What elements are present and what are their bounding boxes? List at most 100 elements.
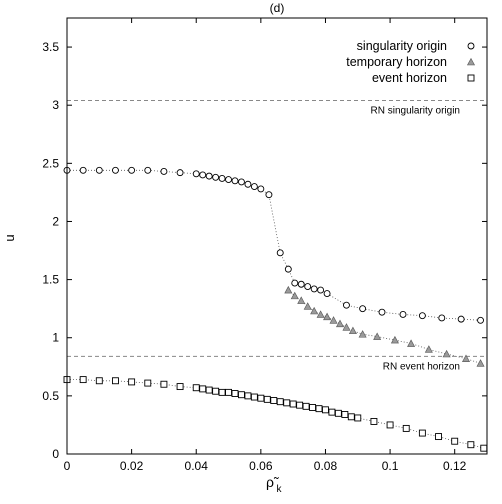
singularity-origin-point — [276, 249, 284, 257]
y-tick-label: 1.5 — [42, 273, 59, 287]
event-horizon-point — [270, 397, 278, 404]
legend-label: temporary horizon — [346, 55, 447, 69]
event-horizon-point — [341, 411, 349, 418]
event-horizon-point — [276, 398, 284, 406]
singularity-origin-point — [231, 177, 239, 185]
event-horizon-point — [296, 401, 304, 409]
event-horizon-point — [402, 424, 410, 432]
singularity-origin-point — [79, 166, 87, 174]
x-tick-label: 0.04 — [185, 459, 209, 473]
temporary-horizon-point — [348, 326, 357, 335]
reference-lines: RN singularity origin RN event horizon — [67, 100, 487, 372]
y-tick-label: 0 — [52, 447, 59, 461]
event-horizon-point — [386, 421, 394, 429]
event-horizon-point — [112, 377, 119, 385]
event-horizon-point — [354, 414, 362, 422]
singularity-origin-point — [144, 166, 152, 174]
series-connector — [288, 289, 481, 364]
singularity-origin-point — [205, 172, 213, 180]
event-horizon-point — [218, 388, 226, 396]
y-axis: 0 0.5 1 1.5 2 2.5 3 3.5 — [42, 40, 487, 461]
temporary-horizon-point — [297, 296, 306, 304]
x-tick-label: 0.08 — [314, 459, 338, 473]
x-tick-label: 0.1 — [382, 459, 399, 473]
singularity-origin-point — [244, 180, 252, 188]
legend-marker — [467, 42, 475, 50]
event-horizon-point — [257, 394, 265, 402]
temporary-horizon-point — [373, 332, 382, 340]
data-markers — [63, 166, 488, 452]
legend-label: singularity origin — [357, 39, 447, 53]
singularity-origin-point — [378, 308, 386, 316]
temporary-horizon-point — [303, 302, 312, 310]
event-horizon-point — [322, 406, 329, 414]
singularity-origin-point — [343, 301, 350, 309]
event-horizon-point — [205, 386, 213, 394]
temporary-horizon-point — [342, 323, 351, 331]
x-tick-label: 0.12 — [443, 459, 467, 473]
singularity-origin-point — [297, 280, 305, 288]
plot-frame — [66, 17, 488, 455]
singularity-origin-point — [304, 283, 312, 291]
singularity-origin-point — [317, 286, 325, 294]
singularity-origin-point — [199, 171, 207, 179]
event-horizon-point — [467, 441, 475, 449]
event-horizon-point — [238, 391, 245, 399]
singularity-origin-point — [399, 311, 407, 318]
chart-title: (d) — [270, 1, 285, 15]
event-horizon-point — [244, 392, 252, 400]
temporary-horizon-point — [310, 306, 319, 315]
y-tick-label: 2.5 — [42, 156, 59, 170]
singularity-origin-point — [238, 178, 245, 186]
event-horizon-point — [315, 405, 323, 413]
event-horizon-point — [128, 378, 136, 386]
singularity-origin-point — [323, 290, 331, 298]
event-horizon-point — [418, 429, 426, 437]
event-horizon-point — [95, 377, 103, 385]
singularity-origin-point — [418, 312, 426, 320]
event-horizon-point — [144, 379, 152, 387]
x-tick-label: 0.06 — [249, 459, 273, 473]
singularity-origin-point — [359, 305, 367, 313]
temporary-horizon-point — [284, 285, 293, 294]
singularity-origin-point — [438, 314, 446, 322]
singularity-origin-point — [284, 265, 292, 273]
event-horizon-point — [347, 413, 355, 421]
reference-line-label: RN singularity origin — [371, 106, 460, 117]
singularity-origin-point — [477, 316, 484, 324]
singularity-origin-point — [212, 173, 220, 181]
event-horizon-point — [451, 437, 459, 445]
legend-marker — [467, 74, 475, 82]
y-tick-label: 0.5 — [42, 389, 59, 403]
singularity-origin-point — [310, 285, 318, 293]
event-horizon-point — [212, 387, 220, 395]
temporary-horizon-point — [390, 335, 399, 344]
event-horizon-point — [435, 433, 442, 441]
series-connector — [67, 169, 481, 321]
legend-label: event horizon — [372, 71, 447, 85]
event-horizon-point — [250, 393, 258, 401]
event-horizon-point — [302, 402, 310, 410]
temporary-horizon-point — [316, 310, 325, 318]
x-axis-label: ρ̃ k — [266, 474, 282, 495]
temporary-horizon-point — [476, 359, 485, 367]
legend-marker — [466, 57, 476, 66]
temporary-horizon-point — [442, 349, 451, 358]
event-horizon-point — [79, 376, 87, 384]
y-axis-label: u — [2, 234, 17, 241]
event-horizon-point — [309, 404, 316, 411]
event-horizon-point — [231, 390, 239, 397]
singularity-origin-point — [218, 174, 226, 182]
event-horizon-point — [480, 444, 488, 452]
x-tick-label: 0 — [64, 459, 71, 473]
temporary-horizon-point — [323, 312, 332, 321]
event-horizon-point — [199, 385, 207, 393]
singularity-origin-point — [176, 169, 184, 177]
event-horizon-point — [289, 400, 297, 408]
series-connectors — [67, 169, 484, 449]
singularity-origin-point — [250, 183, 258, 191]
event-horizon-point — [283, 399, 291, 407]
singularity-origin-point — [128, 166, 136, 174]
temporary-horizon-point — [424, 345, 433, 353]
